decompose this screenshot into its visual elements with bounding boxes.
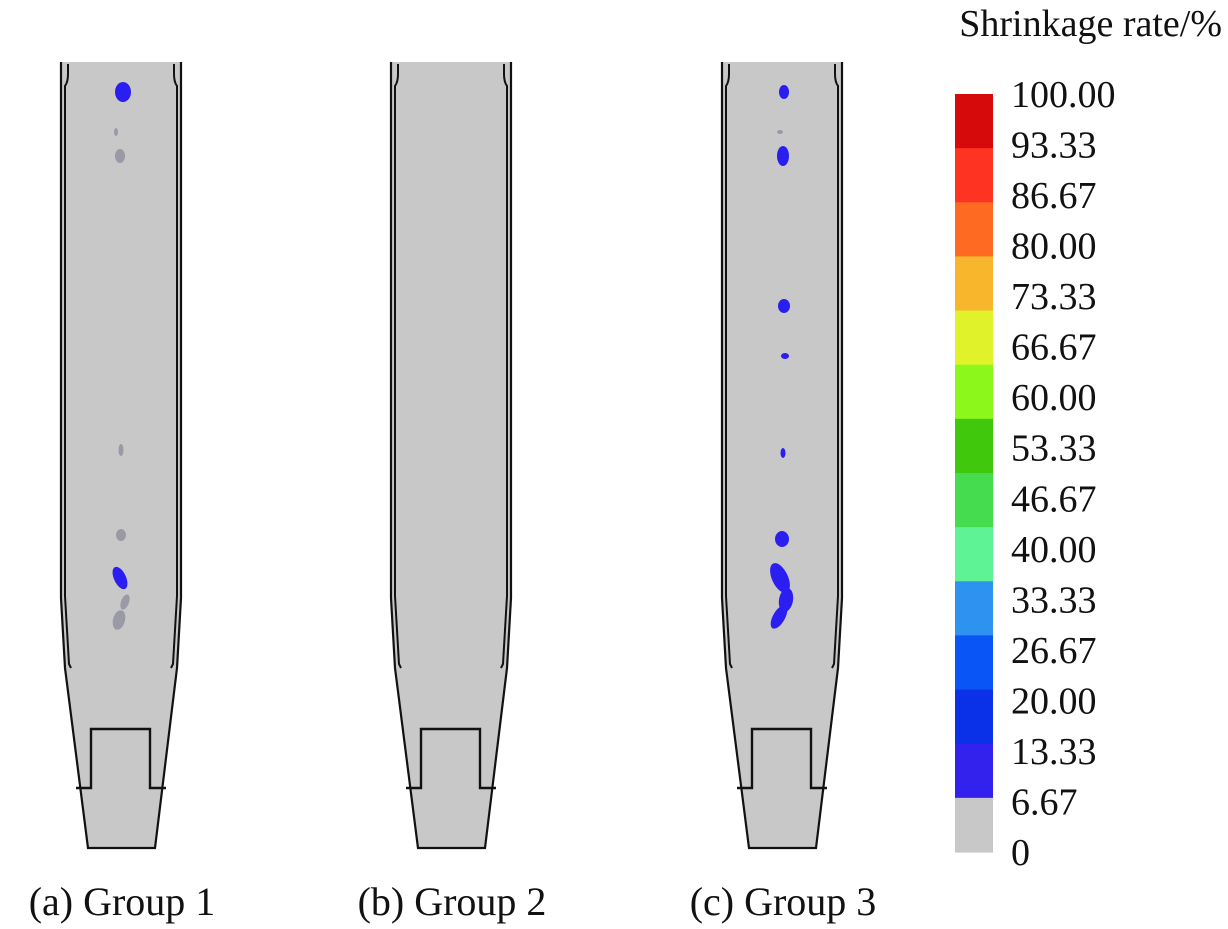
legend-tick-label: 46.67 [1011, 478, 1097, 520]
legend-band-5 [955, 310, 993, 366]
shrinkage-defect [114, 128, 118, 136]
legend-band-12 [955, 689, 993, 745]
shrinkage-defect [115, 149, 125, 163]
shrinkage-defect [779, 85, 789, 99]
shrinkage-defect [770, 563, 790, 593]
legend-band-11 [955, 635, 993, 691]
panel-captions: (a) Group 1 (b) Group 2 (c) Group 3 [29, 879, 877, 924]
casting-group-3 [720, 62, 844, 850]
core-print [406, 727, 496, 790]
legend-band-8 [955, 473, 993, 528]
legend-tick-label: 6.67 [1011, 782, 1078, 824]
shrinkage-defect [115, 82, 131, 102]
legend-tick-label: 0 [1011, 832, 1030, 874]
caption-group-3: (c) Group 3 [690, 879, 877, 924]
shrinkage-defect [775, 531, 789, 547]
legend-band-2 [955, 148, 993, 203]
caption-group-2: (b) Group 2 [358, 879, 547, 924]
legend-tick-label: 66.67 [1011, 327, 1097, 369]
shrinkage-defect [118, 444, 124, 456]
legend-band-9 [955, 527, 993, 582]
legend-tick-label: 33.33 [1011, 579, 1097, 621]
legend-band-6 [955, 364, 993, 420]
legend-band-10 [955, 581, 993, 637]
shrinkage-defect [778, 299, 790, 313]
legend-tick-label: 53.33 [1011, 428, 1097, 470]
legend-band-3 [955, 202, 993, 258]
core-print [737, 727, 827, 790]
caption-group-1: (a) Group 1 [29, 879, 216, 924]
legend-tick-label: 93.33 [1011, 125, 1097, 167]
shrinkage-defect [770, 605, 788, 629]
legend-band-14 [955, 797, 993, 853]
casting-group-2 [389, 62, 513, 850]
shrinkage-legend: Shrinkage rate/% 100.00 93.33 86.67 80.00 73… [955, 3, 1222, 874]
shrinkage-defect [781, 353, 789, 359]
legend-band-1 [955, 94, 993, 149]
legend-tick-label: 20.00 [1011, 680, 1097, 722]
legend-band-7 [955, 418, 993, 474]
core-print [76, 727, 166, 790]
legend-tick-label: 60.00 [1011, 377, 1097, 419]
shrinkage-defect [120, 594, 130, 610]
shrinkage-defect [112, 566, 128, 590]
casting-body [391, 62, 511, 848]
legend-tick-labels: 100.00 93.33 86.67 80.00 73.33 66.67 60.00 53.3… [1011, 74, 1116, 874]
legend-tick-label: 80.00 [1011, 226, 1097, 268]
legend-tick-label: 86.67 [1011, 175, 1097, 217]
legend-tick-label: 26.67 [1011, 630, 1097, 672]
shrinkage-defect [116, 529, 126, 541]
legend-color-bar [955, 94, 993, 853]
shrinkage-defect [780, 448, 786, 458]
legend-tick-label: 73.33 [1011, 276, 1097, 318]
casting-panels [59, 62, 844, 850]
legend-band-13 [955, 743, 993, 799]
casting-group-1 [59, 62, 183, 850]
shrinkage-defect [777, 130, 783, 134]
shrinkage-defect [777, 146, 789, 166]
legend-tick-label: 100.00 [1011, 74, 1116, 116]
legend-tick-label: 40.00 [1011, 529, 1097, 571]
shrinkage-defect [112, 610, 126, 630]
legend-tick-label: 13.33 [1011, 731, 1097, 773]
legend-title: Shrinkage rate/% [959, 3, 1222, 45]
legend-band-4 [955, 256, 993, 312]
